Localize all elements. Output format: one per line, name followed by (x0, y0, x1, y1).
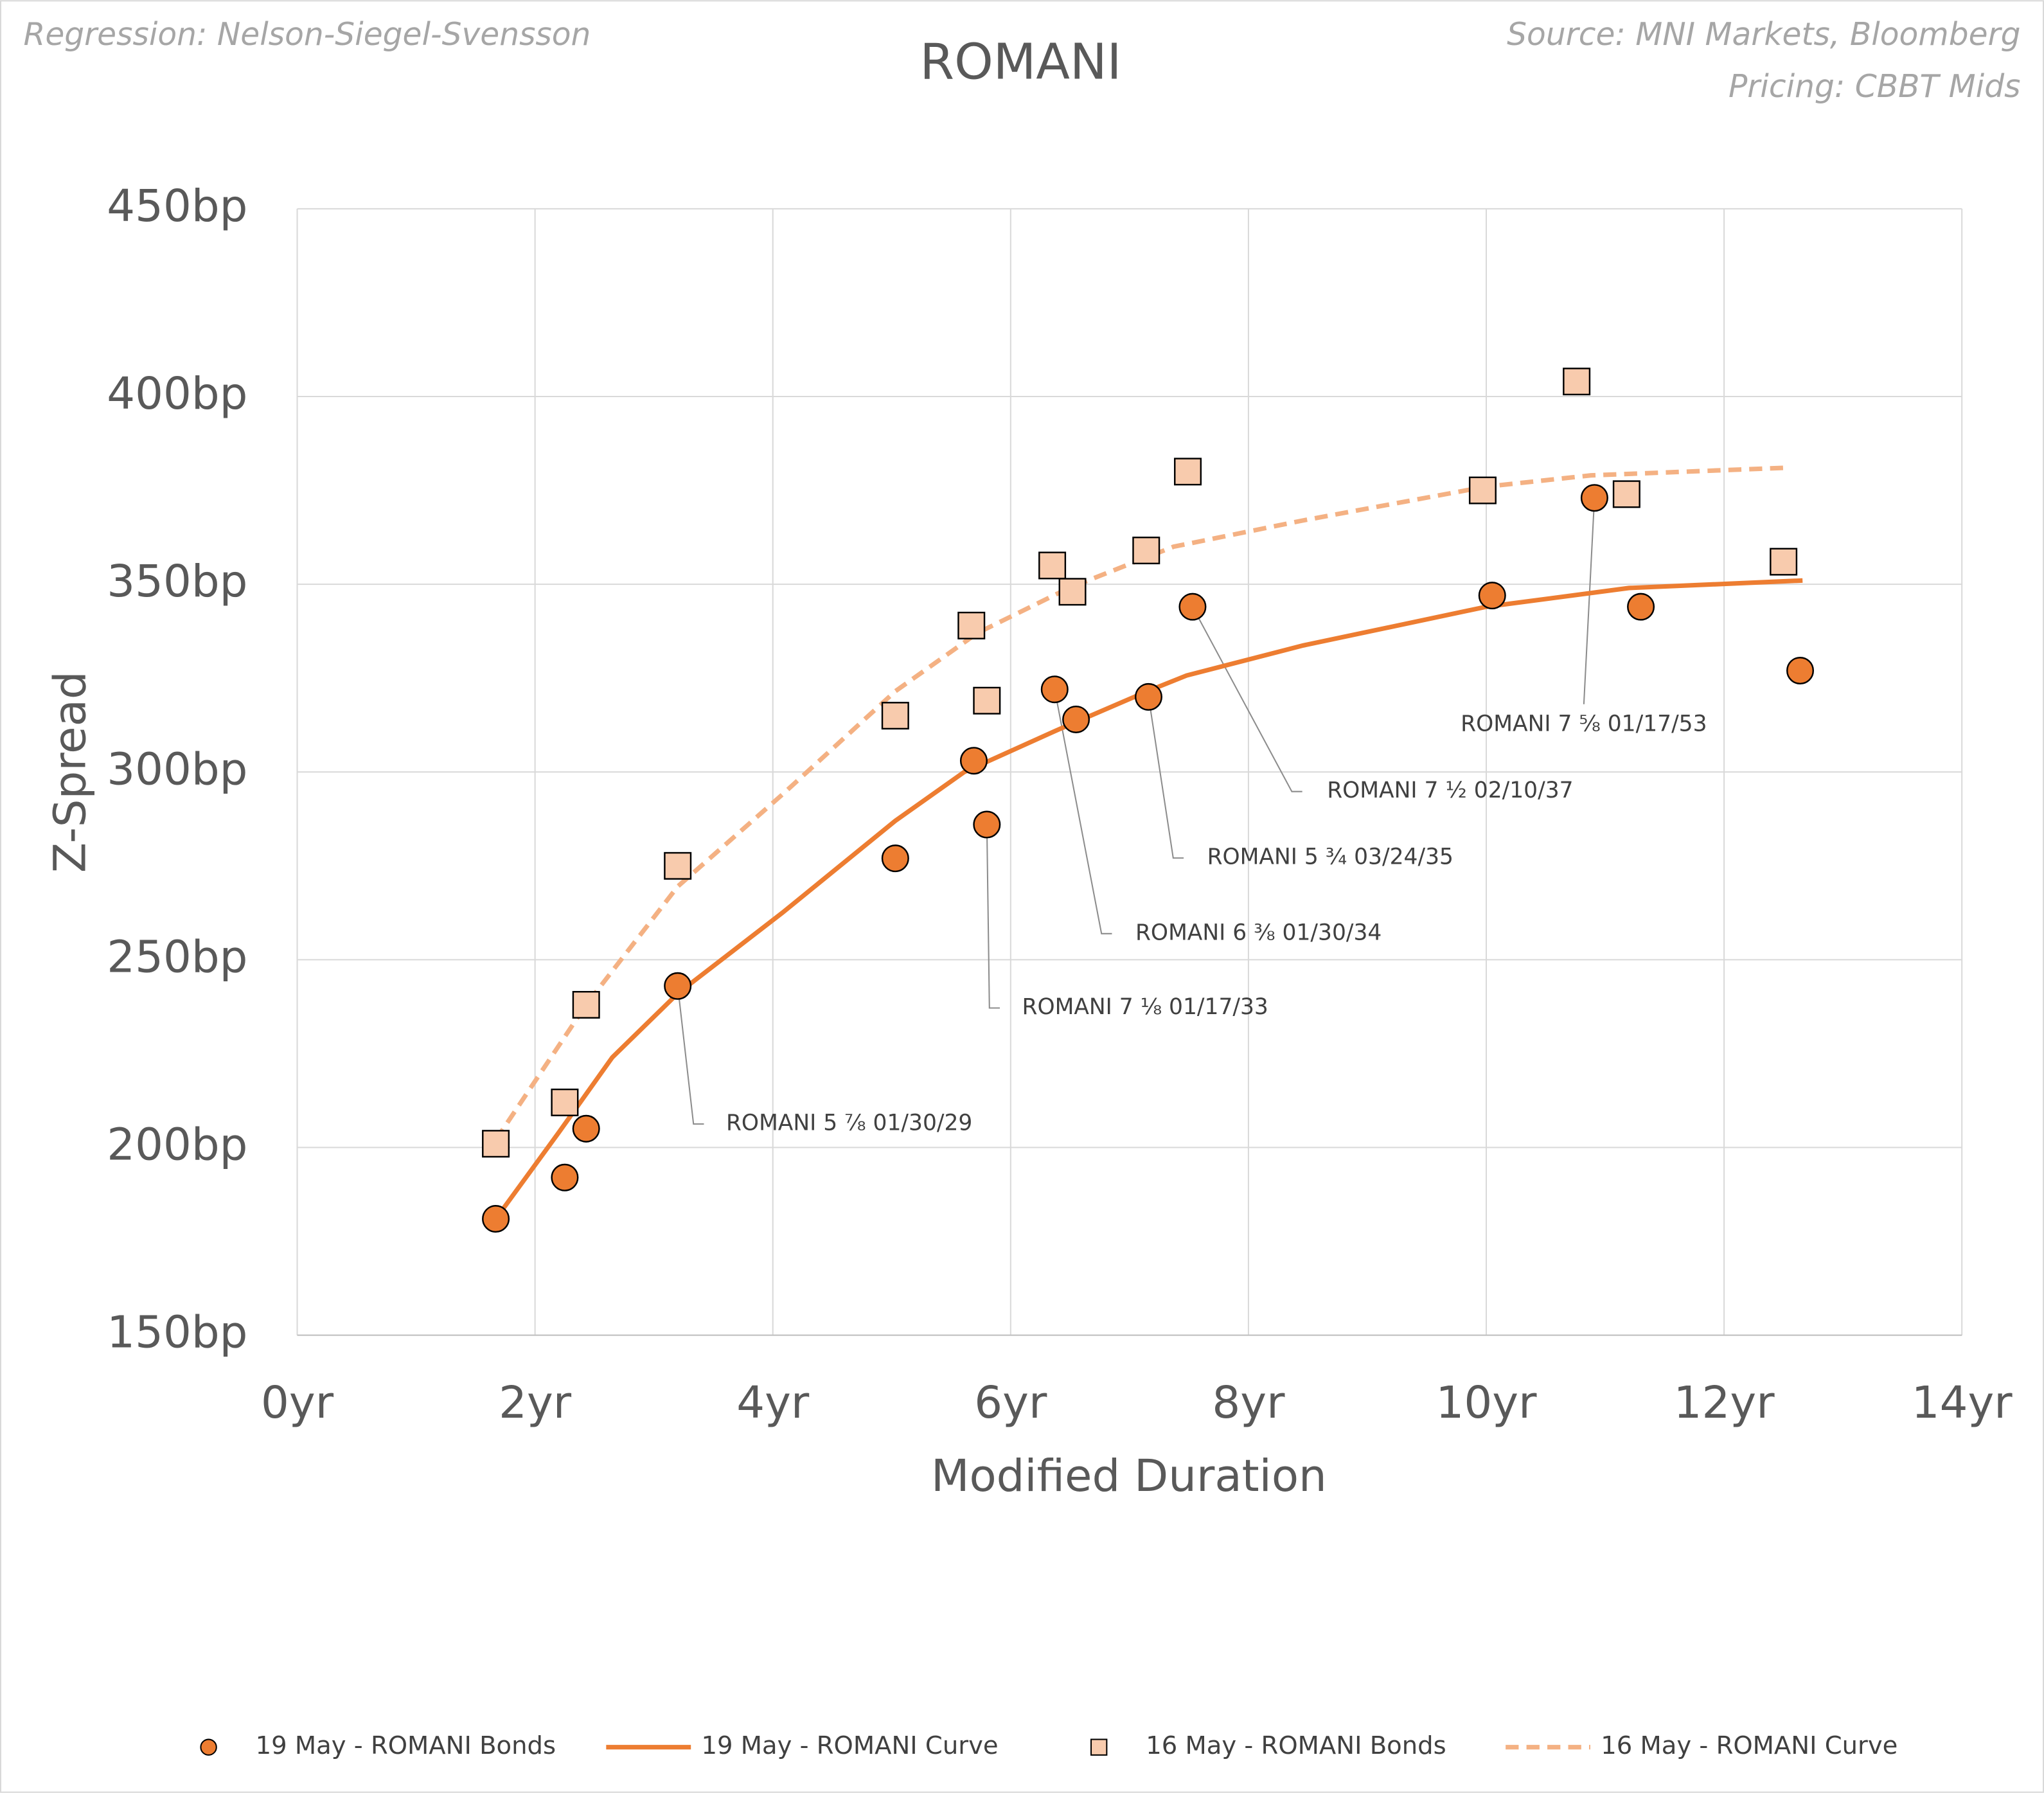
bond-point (1178, 593, 1207, 621)
bond-point (1134, 682, 1162, 711)
bond-point (1058, 578, 1087, 606)
bond-point (1627, 593, 1655, 621)
x-tick-label: 4yr (736, 1377, 810, 1429)
bond-point (1038, 551, 1067, 580)
bond-point (1580, 484, 1608, 512)
annotation: ROMANI 7 ⅛ 01/17/33 (1022, 994, 1268, 1020)
x-tick-label: 6yr (974, 1377, 1047, 1429)
annotation-leader (1054, 689, 1112, 934)
bond-point (1786, 657, 1815, 685)
bond-point (551, 1088, 579, 1116)
chart-title: ROMANI (920, 33, 1122, 91)
bond-point (1612, 480, 1640, 508)
legend-label: 16 May - ROMANI Bonds (1146, 1731, 1446, 1760)
x-axis-label: Modified Duration (931, 1450, 1327, 1502)
y-tick-label: 300bp (107, 744, 247, 795)
bond-point (1174, 458, 1202, 486)
y-axis-label: Z-Spread (45, 671, 96, 873)
bond-point (881, 844, 909, 873)
y-tick-label: 150bp (107, 1307, 247, 1359)
y-tick-label: 200bp (107, 1120, 247, 1171)
pricing-note: Pricing: CBBT Mids (1729, 69, 2021, 105)
annotation-leader (1192, 606, 1302, 792)
bond-point (973, 810, 1001, 839)
annotation-leader (986, 825, 1000, 1009)
bond-point (1040, 675, 1069, 704)
legend-swatch (200, 1738, 217, 1756)
legend-swatch (1090, 1738, 1108, 1756)
curve (493, 465, 1784, 1141)
bond-point (1132, 537, 1160, 565)
legend-label: 19 May - ROMANI Bonds (256, 1731, 556, 1760)
bond-point (881, 702, 909, 730)
bond-point (1468, 476, 1497, 504)
annotation: ROMANI 6 ⅜ 01/30/34 (1135, 920, 1382, 945)
annotation: ROMANI 5 ⅞ 01/30/29 (726, 1111, 972, 1136)
annotation-leader (677, 986, 704, 1125)
bond-point (1770, 548, 1798, 576)
x-tick-label: 2yr (499, 1377, 572, 1429)
chart-subtitle: Regression: Nelson-Siegel-Svensson (24, 17, 591, 53)
annotation-leader (1583, 497, 1595, 704)
source-note: Source: MNI Markets, Bloomberg (1507, 17, 2020, 53)
bond-point (959, 747, 988, 775)
legend-label: 16 May - ROMANI Curve (1601, 1731, 1897, 1760)
bond-point (1062, 705, 1090, 733)
x-tick-label: 0yr (261, 1377, 334, 1429)
bond-point (551, 1163, 579, 1191)
legend-label: 19 May - ROMANI Curve (701, 1731, 998, 1760)
y-tick-label: 250bp (107, 931, 247, 983)
y-tick-label: 400bp (107, 368, 247, 420)
curve (493, 578, 1803, 1220)
y-tick-label: 450bp (107, 181, 247, 232)
bond-point (973, 686, 1001, 715)
annotation: ROMANI 5 ¾ 03/24/35 (1207, 844, 1453, 870)
x-tick-label: 14yr (1912, 1377, 2013, 1429)
bond-point (572, 1114, 600, 1143)
x-tick-label: 8yr (1212, 1377, 1285, 1429)
x-tick-label: 12yr (1674, 1377, 1775, 1429)
annotation-leader (1148, 697, 1184, 859)
bond-point (664, 852, 692, 880)
y-tick-label: 350bp (107, 556, 247, 607)
bond-point (957, 611, 986, 639)
bond-point (572, 990, 600, 1019)
bond-point (664, 972, 692, 1000)
bond-point (482, 1130, 510, 1158)
annotation: ROMANI 7 ⅝ 01/17/53 (1461, 711, 1707, 737)
bond-point (1478, 582, 1506, 610)
bond-point (1563, 368, 1591, 396)
x-tick-label: 10yr (1436, 1377, 1538, 1429)
bond-point (482, 1205, 510, 1233)
annotation: ROMANI 7 ½ 02/10/37 (1327, 778, 1573, 803)
